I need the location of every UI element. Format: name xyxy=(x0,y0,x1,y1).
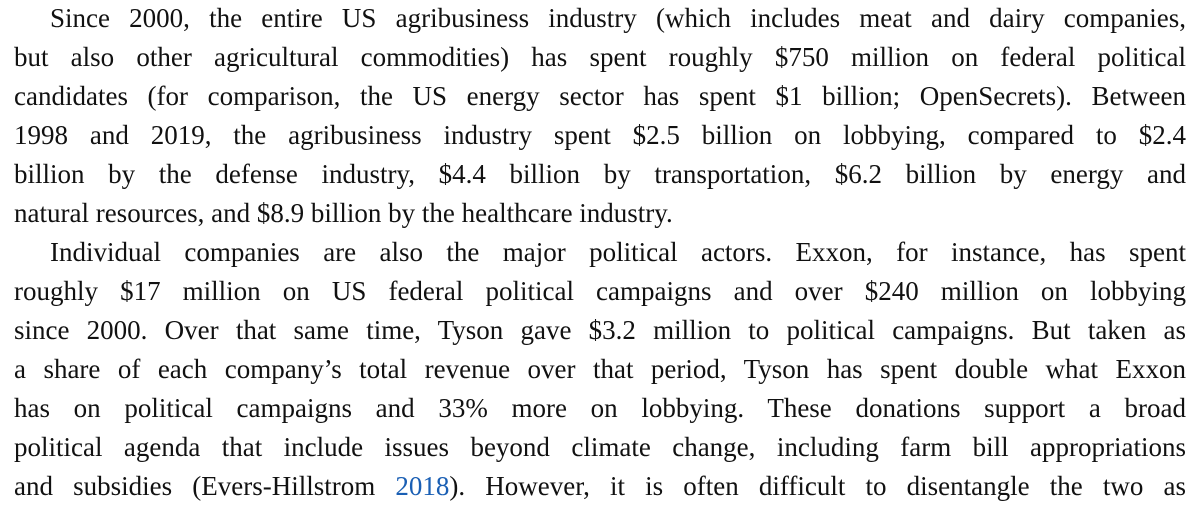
p2-line-1: Individual companies are also the major … xyxy=(50,237,1186,267)
p2-line-7: and subsidies (Evers-Hillstrom 2018). Ho… xyxy=(14,470,1186,503)
p2-line-2: roughly $17 million on US federal politi… xyxy=(14,276,1186,306)
p2-line-6: political agenda that include issues bey… xyxy=(14,432,1186,462)
p1-line-1: Since 2000, the entire US agribusiness i… xyxy=(50,3,1186,33)
citation-link[interactable]: 2018 xyxy=(395,471,450,501)
p1-line-2: but also other agricultural commodities)… xyxy=(14,42,1186,72)
p1-line-3: candidates (for comparison, the US energ… xyxy=(14,81,1186,111)
p2-line-3: since 2000. Over that same time, Tyson g… xyxy=(14,315,1186,345)
p1-line-5: billion by the defense industry, $4.4 bi… xyxy=(14,159,1186,189)
p2-line-7-before: and subsidies (Evers-Hillstrom xyxy=(14,471,396,501)
p1-line-6: natural resources, and $8.9 billion by t… xyxy=(14,198,673,228)
p2-line-7-after: ). However, it is often difficult to dis… xyxy=(449,471,1186,501)
p1-line-4: 1998 and 2019, the agribusiness industry… xyxy=(14,120,1186,150)
p2-line-4: a share of each company’s total revenue … xyxy=(14,354,1186,384)
p2-line-5: has on political campaigns and 33% more … xyxy=(14,393,1186,423)
